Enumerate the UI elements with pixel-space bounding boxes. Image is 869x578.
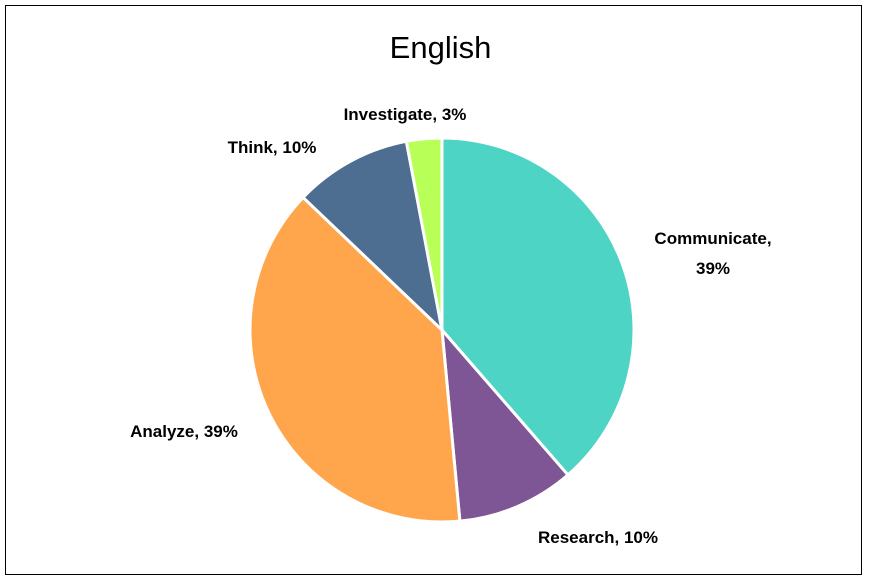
pie-slice-communicate	[440, 136, 636, 477]
pie-slice-analyze	[248, 195, 462, 524]
pie-slices	[248, 136, 636, 524]
data-label-communicate: Communicate, 39%	[654, 229, 771, 278]
pie-slice-research	[440, 328, 570, 523]
data-label-think: Think, 10%	[228, 138, 317, 157]
pie-data-labels: Communicate, 39% Research, 10% Analyze, 39%…	[130, 105, 771, 547]
data-label-analyze: Analyze, 39%	[130, 422, 238, 441]
chart-title: English	[389, 30, 492, 65]
data-label-research: Research, 10%	[538, 528, 658, 547]
pie-slice-think	[301, 139, 444, 332]
data-label-investigate: Investigate, 3%	[344, 105, 467, 124]
pie-slice-investigate	[404, 136, 444, 332]
